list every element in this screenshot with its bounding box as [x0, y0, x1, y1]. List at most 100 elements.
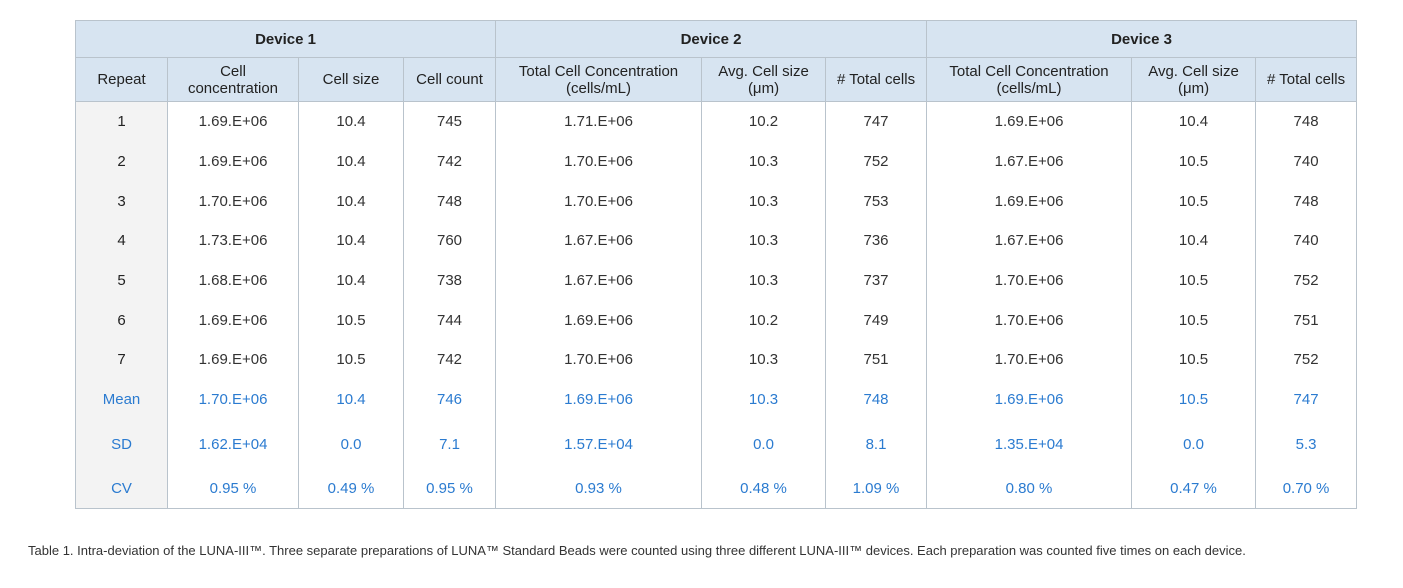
table-cell: 8.1 — [825, 419, 928, 469]
table-cell: 10.4 — [298, 101, 404, 142]
table-cell: 0.93 % — [495, 468, 703, 510]
column-header: Cell count — [402, 57, 497, 102]
table-cell: 747 — [1255, 379, 1358, 420]
table-cell: 1.69.E+06 — [926, 379, 1133, 420]
row-label: 5 — [75, 260, 168, 301]
table-row: 4 1.73.E+06 10.4 760 1.67.E+06 10.3 736 1.67.E+… — [75, 221, 1358, 261]
table-row: 7 1.69.E+06 10.5 742 1.70.E+06 10.3 751 1.70.E+… — [75, 340, 1358, 380]
column-header: Avg. Cell size (μm) — [701, 57, 827, 102]
table-cell: 1.69.E+06 — [926, 101, 1133, 142]
table-cell: 737 — [825, 260, 928, 301]
table-cell: 1.67.E+06 — [926, 221, 1133, 261]
table-cell: 10.3 — [701, 181, 827, 222]
table-cell: 1.70.E+06 — [167, 181, 299, 222]
table-cell: 745 — [402, 101, 497, 142]
table-cell: 1.70.E+06 — [167, 379, 299, 420]
table-cell: 740 — [1255, 141, 1358, 182]
table-caption: Table 1. Intra-deviation of the LUNA-III… — [28, 543, 1246, 558]
table-cell: 736 — [825, 221, 928, 261]
column-header: # Total cells — [825, 57, 928, 102]
table-cell: 10.5 — [1131, 379, 1257, 420]
column-header: Total Cell Concentration (cells/mL) — [926, 57, 1133, 102]
table-cell: 1.09 % — [825, 468, 928, 510]
table-cell: 1.67.E+06 — [495, 221, 703, 261]
table-cell: 1.69.E+06 — [167, 141, 299, 182]
column-header: # Total cells — [1255, 57, 1358, 102]
table-cell: 1.70.E+06 — [926, 340, 1133, 380]
table-row: 3 1.70.E+06 10.4 748 1.70.E+06 10.3 753 1.69.E+… — [75, 181, 1358, 222]
table-cell: 740 — [1255, 221, 1358, 261]
table-cell: 1.69.E+06 — [167, 340, 299, 380]
table-cell: 0.0 — [298, 419, 404, 469]
device-3-header: Device 3 — [926, 20, 1358, 58]
table-cell: 10.5 — [1131, 260, 1257, 301]
table-cell: 10.4 — [298, 181, 404, 222]
table-cell: 0.80 % — [926, 468, 1133, 510]
table-cell: 0.0 — [701, 419, 827, 469]
table-cell: 10.3 — [701, 141, 827, 182]
device-header-row: Device 1 Device 2 Device 3 — [74, 20, 1358, 58]
table-cell: 10.3 — [701, 379, 827, 420]
table-cell: 748 — [825, 379, 928, 420]
stat-row: SD 1.62.E+04 0.0 7.1 1.57.E+04 0.0 8.1 1.35.E+0… — [75, 419, 1358, 469]
table-cell: 746 — [402, 379, 497, 420]
table-cell: 747 — [825, 101, 928, 142]
table-cell: 10.4 — [298, 379, 404, 420]
table-cell: 10.5 — [1131, 340, 1257, 380]
table-cell: 1.70.E+06 — [495, 141, 703, 182]
row-label: CV — [75, 468, 168, 510]
table-cell: 1.67.E+06 — [495, 260, 703, 301]
stat-row: CV 0.95 % 0.49 % 0.95 % 0.93 % 0.48 % 1.09 % 0.… — [75, 468, 1358, 510]
table-cell: 749 — [825, 300, 928, 341]
table-cell: 10.5 — [298, 300, 404, 341]
table-cell: 752 — [825, 141, 928, 182]
table-cell: 10.3 — [701, 221, 827, 261]
table-cell: 1.68.E+06 — [167, 260, 299, 301]
table-cell: 1.69.E+06 — [495, 300, 703, 341]
row-label: 1 — [75, 101, 168, 142]
table-cell: 1.69.E+06 — [495, 379, 703, 420]
table-row: 1 1.69.E+06 10.4 745 1.71.E+06 10.2 747 1.69.E+… — [75, 101, 1358, 142]
column-header: Avg. Cell size (μm) — [1131, 57, 1257, 102]
table-cell: 0.95 % — [402, 468, 497, 510]
device-2-header: Device 2 — [495, 20, 928, 58]
table-cell: 10.4 — [1131, 221, 1257, 261]
table-cell: 5.3 — [1255, 419, 1358, 469]
table-cell: 751 — [825, 340, 928, 380]
table-cell: 742 — [402, 340, 497, 380]
row-label: 2 — [75, 141, 168, 182]
table-cell: 0.95 % — [167, 468, 299, 510]
table-cell: 10.2 — [701, 300, 827, 341]
row-label: 4 — [75, 221, 168, 261]
row-label: Mean — [75, 379, 168, 420]
table-cell: 1.62.E+04 — [167, 419, 299, 469]
table-cell: 10.5 — [1131, 300, 1257, 341]
table-row: 5 1.68.E+06 10.4 738 1.67.E+06 10.3 737 1.70.E+… — [75, 260, 1358, 301]
row-label: 3 — [75, 181, 168, 222]
table-cell: 1.69.E+06 — [167, 101, 299, 142]
table-cell: 10.4 — [298, 260, 404, 301]
table-cell: 7.1 — [402, 419, 497, 469]
device-1-header: Device 1 — [74, 20, 497, 58]
table-cell: 10.4 — [1131, 101, 1257, 142]
row-label: 6 — [75, 300, 168, 341]
table-cell: 1.67.E+06 — [926, 141, 1133, 182]
table-cell: 748 — [1255, 181, 1358, 222]
table-cell: 751 — [1255, 300, 1358, 341]
table-body: 1 1.69.E+06 10.4 745 1.71.E+06 10.2 747 1.69.E+… — [75, 101, 1358, 510]
table-cell: 752 — [1255, 260, 1358, 301]
table-cell: 0.0 — [1131, 419, 1257, 469]
table-cell: 1.70.E+06 — [495, 340, 703, 380]
table-cell: 1.70.E+06 — [926, 260, 1133, 301]
table-cell: 1.73.E+06 — [167, 221, 299, 261]
table-cell: 10.5 — [1131, 181, 1257, 222]
table-cell: 0.70 % — [1255, 468, 1358, 510]
column-header-row: Repeat Cell concentration Cell size Cell cou… — [75, 57, 1358, 102]
table-cell: 1.57.E+04 — [495, 419, 703, 469]
table-cell: 0.48 % — [701, 468, 827, 510]
table-cell: 1.35.E+04 — [926, 419, 1133, 469]
table-cell: 1.69.E+06 — [926, 181, 1133, 222]
column-header: Cell concentration — [167, 57, 299, 102]
column-header: Cell size — [298, 57, 404, 102]
table-cell: 10.4 — [298, 221, 404, 261]
